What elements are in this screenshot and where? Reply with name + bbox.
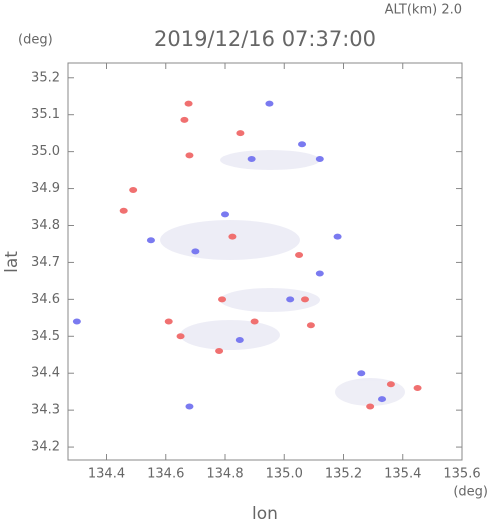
echo-point (378, 396, 387, 403)
plot-frame (67, 62, 463, 461)
echo-point (221, 211, 230, 218)
y-tick-label: 34.8 (31, 218, 60, 233)
x-tick-label: 134.8 (206, 467, 243, 482)
y-tick-label: 34.2 (31, 440, 60, 455)
y-tick-label: 35.0 (31, 144, 60, 159)
echo-point (300, 296, 309, 303)
echo-point (315, 270, 324, 277)
x-tick-label: 135.6 (443, 467, 480, 482)
echo-point (215, 348, 224, 355)
x-tick-label: 134.4 (88, 467, 125, 482)
echo-point (218, 296, 227, 303)
echo-point (184, 100, 193, 107)
echo-point (185, 152, 194, 159)
y-tick-label: 34.3 (31, 403, 60, 418)
echo-point (333, 233, 342, 240)
echo-point (180, 116, 189, 123)
echo-point (386, 381, 395, 388)
y-tick-label: 35.1 (31, 107, 60, 122)
y-axis-label: lat (2, 251, 22, 273)
x-tick-label: 135.4 (384, 467, 421, 482)
x-axis-label: lon (252, 504, 278, 521)
y-tick-label: 34.9 (31, 181, 60, 196)
x-tick-label: 135.2 (325, 467, 362, 482)
echo-point (366, 403, 375, 410)
y-tick-label: 34.7 (31, 255, 60, 270)
echo-point (286, 296, 295, 303)
echo-point (164, 318, 173, 325)
echo-point (306, 322, 315, 329)
y-unit: (deg) (18, 33, 53, 48)
echo-point (265, 100, 274, 107)
echo-point (247, 156, 256, 163)
y-tick-label: 35.2 (31, 70, 60, 85)
echo-point (191, 248, 200, 255)
y-tick-label: 34.6 (31, 292, 60, 307)
chart-title: 2019/12/16 07:37:00 (154, 27, 376, 51)
echo-point (119, 207, 128, 214)
echo-point (295, 252, 304, 259)
x-tick-label: 135.0 (266, 467, 303, 482)
echo-point (315, 156, 324, 163)
echo-point (413, 384, 422, 391)
y-tick-label: 34.5 (31, 329, 60, 344)
echo-point (72, 318, 81, 325)
echo-point (129, 187, 138, 194)
echo-point (185, 403, 194, 410)
echo-point (228, 233, 237, 240)
echo-point (146, 237, 155, 244)
altitude-annotation: ALT(km) 2.0 (385, 3, 462, 18)
echo-point (357, 370, 366, 377)
echo-point (250, 318, 259, 325)
echo-point (298, 141, 307, 148)
echo-point (235, 336, 244, 343)
echo-point (236, 130, 245, 137)
x-tick-label: 134.6 (147, 467, 184, 482)
clutter-pale (160, 150, 405, 406)
y-tick-label: 34.4 (31, 366, 60, 381)
echo-point (176, 333, 185, 340)
x-unit: (deg) (453, 485, 488, 500)
